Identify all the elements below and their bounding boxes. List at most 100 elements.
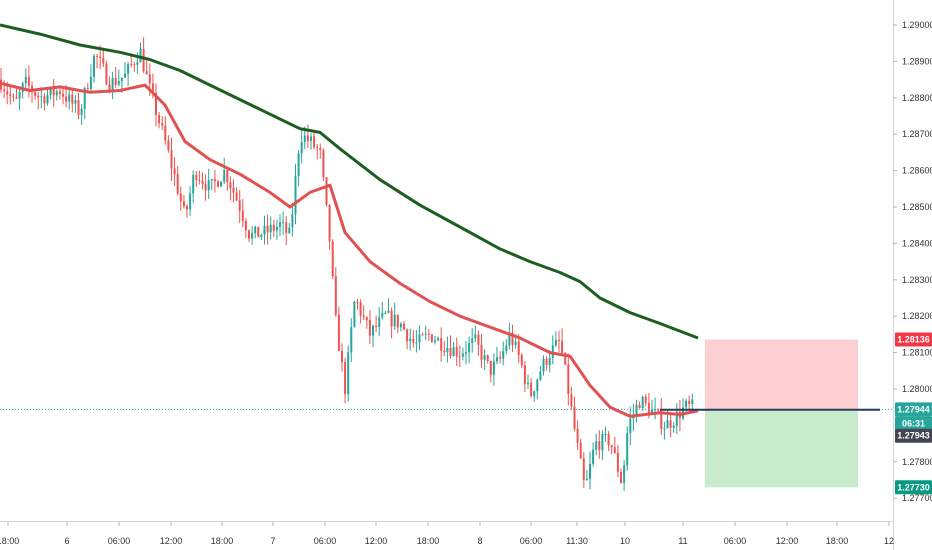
candle-body (238, 200, 241, 211)
candle-body (117, 81, 120, 85)
candle-body (279, 222, 281, 227)
candle-body (226, 169, 229, 183)
candle-body (52, 87, 55, 96)
candle-body (381, 312, 384, 318)
candle-body (49, 87, 52, 95)
moving-average-slow-line[interactable] (0, 23, 699, 340)
candle-body (27, 77, 30, 86)
x-tick-label: 06:00 (314, 536, 337, 546)
candle-body (412, 338, 415, 343)
candle-body (465, 352, 467, 354)
candle-body (15, 97, 18, 99)
candle-body (496, 357, 498, 362)
candle-body (124, 73, 126, 78)
candle-body (570, 394, 573, 407)
candle-body (517, 341, 520, 355)
y-axis-ticks: 1.29000 1.28900 1.28800 1.28700 1.28600 1.285… (893, 20, 932, 503)
x-tick-label: 06:00 (108, 536, 131, 546)
candle-body (675, 411, 678, 426)
candle-body (182, 201, 185, 207)
candle-body (558, 340, 560, 342)
candle-body (3, 89, 6, 92)
candle-body (55, 91, 58, 96)
candle-body (207, 180, 210, 191)
candle-body (434, 340, 436, 342)
candle-body (148, 74, 151, 84)
y-tick-label: 1.28400 (902, 238, 932, 248)
candle-body (579, 442, 582, 459)
y-tick-label: 1.28200 (902, 311, 932, 321)
long-short-position-tool[interactable] (705, 339, 858, 488)
candle-body (499, 357, 502, 359)
candle-body (641, 396, 644, 409)
candle-body (139, 48, 142, 63)
candle-body (269, 224, 272, 233)
candle-body (589, 463, 591, 479)
y-tick-label: 1.28000 (902, 384, 932, 394)
candle-body (77, 100, 80, 115)
candle-body (213, 179, 216, 182)
x-tick-label: 7 (270, 536, 275, 546)
candle-body (387, 310, 390, 313)
candle-body (99, 56, 102, 58)
candle-body (576, 428, 579, 443)
candle-body (623, 465, 626, 483)
candle-body (229, 182, 232, 188)
candle-body (325, 177, 328, 205)
candle-body (6, 91, 9, 95)
candle-body (68, 94, 71, 102)
candle-body (530, 382, 533, 396)
candle-body (492, 361, 495, 375)
price-label-text: 1.28136 (897, 334, 930, 344)
candle-body (300, 141, 303, 154)
take-profit-zone[interactable] (705, 409, 858, 488)
candle-body (217, 181, 219, 187)
y-tick-label: 1.27700 (902, 493, 932, 503)
candle-body (626, 433, 629, 466)
candle-body (533, 391, 536, 396)
candle-body (275, 226, 278, 231)
candle-body (607, 433, 610, 446)
candle-body (542, 358, 545, 372)
x-tick-label: 12:00 (776, 536, 799, 546)
y-tick-label: 1.28300 (902, 275, 932, 285)
candle-body (155, 92, 157, 116)
candle-body (393, 314, 396, 327)
x-tick-label: 18:00 (211, 536, 234, 546)
candle-body (260, 234, 263, 238)
candle-body (390, 310, 393, 327)
candle-body (350, 327, 353, 353)
candle-body (403, 323, 405, 330)
candle-body (161, 123, 164, 126)
candle-body (344, 362, 347, 395)
candle-body (328, 204, 331, 242)
candle-body (545, 358, 548, 365)
candle-body (666, 420, 669, 429)
candle-body (474, 334, 477, 339)
candle-body (480, 344, 483, 360)
candle-body (353, 301, 356, 328)
candle-body (40, 96, 43, 98)
x-tick-label: 06:00 (520, 536, 543, 546)
candle-body (396, 314, 399, 328)
candle-body (616, 452, 619, 472)
candle-body (437, 338, 440, 341)
candle-body (198, 179, 201, 181)
candle-body (582, 458, 585, 481)
x-tick-label: 06:00 (724, 536, 747, 546)
candle-body (651, 409, 653, 415)
candle-body (455, 347, 458, 357)
candle-body (688, 400, 691, 404)
stop-loss-zone[interactable] (705, 339, 858, 410)
candle-body (341, 350, 343, 363)
candle-body (9, 94, 12, 97)
moving-average-fast-line[interactable] (0, 81, 699, 418)
candle-body (635, 404, 638, 415)
x-tick-label: 18:00 (826, 536, 849, 546)
candle-body (406, 329, 409, 342)
candle-body (34, 92, 37, 96)
candle-body (204, 184, 207, 191)
candle-body (471, 338, 474, 344)
candle-body (595, 441, 598, 450)
